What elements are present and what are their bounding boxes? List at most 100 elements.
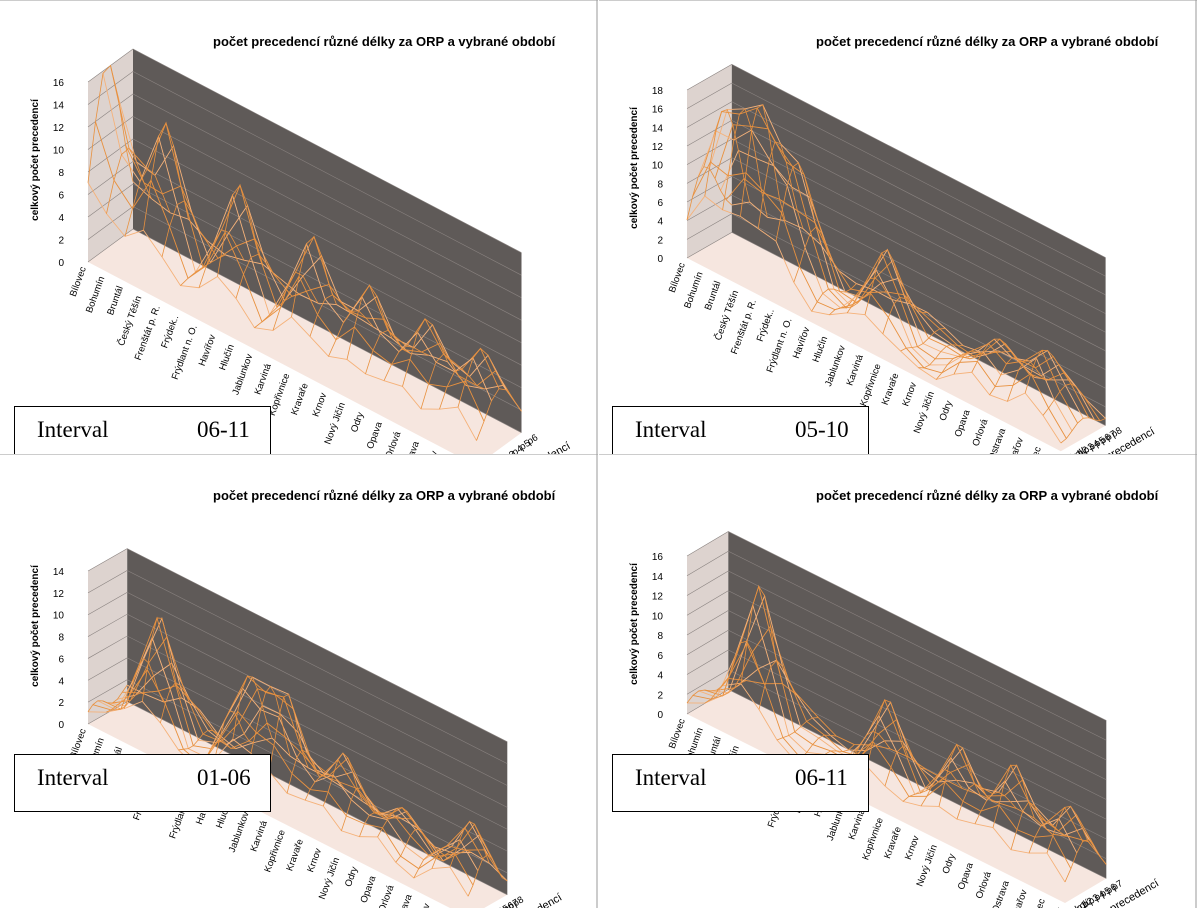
y-tick-label: 12 — [652, 142, 664, 153]
chart-title: počet precedencí různé délky za ORP a vy… — [816, 488, 1159, 503]
gridline — [87, 570, 508, 764]
surface-series-line — [92, 668, 474, 886]
surface-category-line — [793, 226, 839, 283]
surface-category-line — [272, 271, 319, 331]
chart-title: počet precedencí různé délky za ORP a vy… — [213, 488, 556, 503]
surface-category-line — [722, 640, 765, 696]
gridline — [686, 176, 1106, 370]
surface-category-line — [304, 774, 345, 801]
surface-series-line — [710, 594, 1089, 840]
y-tick-label: 14 — [53, 101, 65, 112]
surface-category-line — [992, 764, 1035, 828]
category-label: Rýmařov — [409, 902, 432, 908]
gridline — [87, 548, 508, 743]
gridline — [87, 635, 508, 830]
surface-series-line — [95, 121, 485, 422]
category-label: Odry — [937, 399, 954, 422]
chart-title: počet precedencí různé délky za ORP a vy… — [213, 34, 556, 49]
surface-category-line — [106, 147, 152, 214]
surface-category-line — [918, 344, 964, 369]
category-label: Jablunkov — [230, 352, 255, 396]
y-tick-label: 16 — [53, 78, 65, 89]
surface-category-line — [123, 658, 164, 709]
surface-category-line — [359, 812, 399, 837]
surface-category-line — [235, 253, 282, 299]
surface-series-line — [110, 65, 500, 389]
y-tick-label: 10 — [652, 611, 664, 622]
y-tick-label: 14 — [652, 123, 664, 134]
gridline — [686, 629, 1107, 820]
category-label: Ostrava — [990, 879, 1012, 908]
gridline — [686, 531, 1107, 721]
surface-series-line — [117, 662, 498, 870]
category-label: Opava — [956, 861, 976, 892]
category-label: Bruntál — [703, 280, 724, 312]
chart-panel-3: 0 2 4 6 8 10 12 14 celkový počet precedencí počet… — [0, 454, 598, 908]
category-label: Nový Jičín — [914, 843, 939, 888]
y-tick-label: 10 — [53, 611, 65, 622]
series-label: p4 — [491, 906, 506, 908]
interval-label: Interval — [635, 765, 707, 790]
surface-category-line — [722, 108, 768, 218]
y-axis-label: celkový počet precedencí — [30, 564, 41, 687]
surface-category-line — [1042, 383, 1089, 416]
gridline — [686, 213, 1106, 408]
surface-category-line — [775, 162, 822, 245]
surface-category-line — [974, 791, 1017, 824]
y-axis-label: celkový počet precedencí — [30, 98, 41, 221]
gridline — [87, 591, 508, 786]
interval-box-3: Interval 01-06 — [14, 754, 271, 812]
surface-category-line — [141, 617, 182, 702]
y-tick-label: 2 — [657, 235, 663, 246]
gridline — [87, 71, 522, 276]
category-label: Orlová — [971, 417, 991, 448]
surface-category-line — [143, 122, 189, 231]
surface-category-line — [1046, 805, 1089, 854]
series-label: p7 — [1110, 878, 1125, 893]
gridline — [87, 228, 522, 433]
category-label: Třinec — [1024, 445, 1043, 454]
category-label: Orlová — [383, 429, 403, 454]
surface-category-line — [476, 388, 522, 441]
surface-category-line — [848, 730, 891, 766]
y-tick-label: 6 — [657, 651, 663, 662]
series-label: p1 — [1075, 899, 1090, 908]
category-label: Frýdek.. — [755, 307, 777, 343]
surface-series-line — [704, 584, 1084, 842]
back-wall — [731, 64, 1106, 426]
surface-category-line — [811, 283, 857, 312]
surface-category-line — [309, 294, 356, 337]
surface-category-line — [232, 675, 273, 740]
category-label: Bílovec — [667, 261, 688, 294]
series-label: p8 — [1109, 425, 1124, 440]
surface-category-line — [1007, 360, 1053, 402]
category-label: Havířov — [791, 325, 813, 360]
y-tick-label: 2 — [58, 236, 64, 247]
series-label: p4 — [1092, 889, 1107, 904]
interval-value: 01-06 — [197, 765, 251, 790]
gridline — [87, 48, 522, 253]
y-tick-label: 10 — [53, 146, 65, 157]
surface-category-line — [431, 845, 472, 869]
category-label: Rýmařov — [1003, 436, 1026, 454]
surface-series-line — [686, 195, 1062, 444]
surface-category-line — [1028, 821, 1071, 854]
surface-category-line — [286, 749, 327, 794]
series-label: p7 — [506, 897, 521, 908]
surface-category-line — [956, 783, 999, 820]
y-tick-label: 12 — [652, 592, 664, 603]
y-tick-label: 8 — [58, 633, 64, 644]
surface-series-line — [686, 683, 1066, 883]
y-tick-label: 16 — [652, 105, 664, 116]
surface-category-line — [989, 357, 1035, 396]
category-label: Opava — [359, 874, 379, 905]
category-label: Ostrava — [987, 426, 1009, 454]
y-tick-label: 10 — [652, 161, 664, 172]
category-label: Bohumín — [682, 270, 705, 309]
y-axis-label: celkový počet precedencí — [629, 562, 640, 685]
surface-chart-1: 0 2 4 6 8 10 12 14 16 celkový počet precedencí poč… — [0, 0, 598, 454]
gridline — [87, 183, 522, 388]
category-label: Ostrava — [393, 892, 415, 908]
gridline — [87, 161, 522, 366]
surface-category-line — [160, 682, 200, 724]
